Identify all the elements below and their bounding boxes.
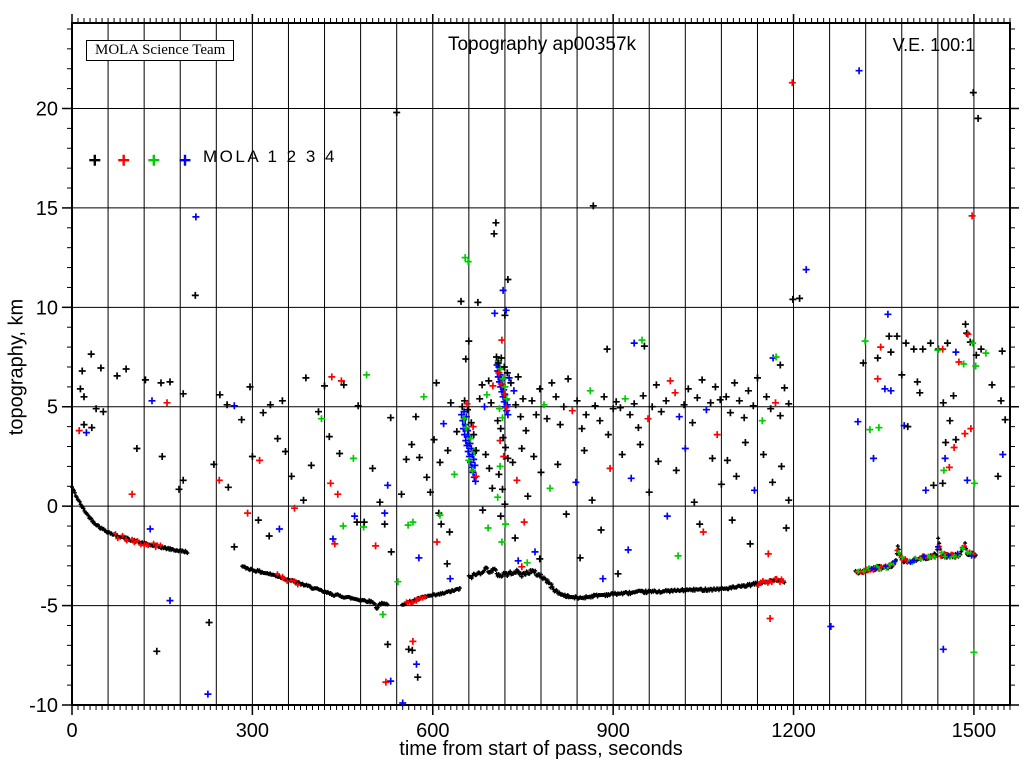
legend-symbols (89, 154, 191, 166)
y-tick-label: -5 (40, 596, 58, 618)
y-tick-label: 0 (47, 496, 58, 518)
x-axis-title: time from start of pass, seconds (399, 738, 683, 760)
legend-label: MOLA 1 2 3 4 (203, 147, 337, 166)
track-overlays (112, 531, 977, 606)
y-tick-label: 20 (36, 98, 58, 120)
y-tick-label: 15 (36, 198, 58, 220)
tick-labels: 0 300 600 900 1200 1500 -10 -5 0 5 10 15 20 (29, 98, 996, 742)
x-tick-label: 300 (236, 720, 269, 742)
x-tick-label: 0 (66, 720, 77, 742)
annotation-box: MOLA Science Team (86, 40, 235, 61)
vertical-exaggeration-label: V.E. 100:1 (892, 35, 976, 55)
chart-title: Topography ap00357k (447, 34, 637, 55)
gridlines (72, 23, 1010, 705)
plot-frame (71, 22, 1011, 706)
x-tick-label: 900 (596, 720, 629, 742)
ground-track (70, 485, 978, 611)
y-axis-title: topography, km (5, 298, 28, 436)
x-tick-label: 1500 (952, 720, 997, 742)
x-tick-label: 1200 (771, 720, 816, 742)
noise-points (75, 67, 1009, 707)
x-tick-label: 600 (416, 720, 449, 742)
y-tick-label: 5 (47, 397, 58, 419)
annotation-box-text: MOLA Science Team (95, 42, 226, 58)
y-tick-label: -10 (29, 695, 58, 717)
y-tick-label: 10 (36, 297, 58, 319)
